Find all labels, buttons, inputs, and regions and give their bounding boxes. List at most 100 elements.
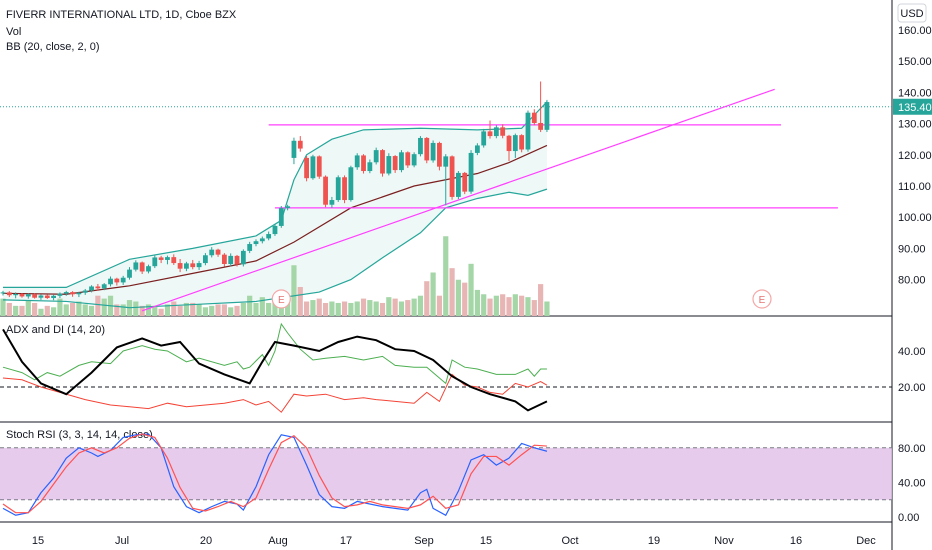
price-axis-label: 100.00 <box>898 212 932 224</box>
volume-bar <box>152 305 158 316</box>
candle-body <box>278 208 284 226</box>
adx-line <box>2 328 548 412</box>
candle-body <box>228 255 234 264</box>
volume-bar <box>297 287 303 316</box>
stoch-axis-label: 40.00 <box>898 477 926 489</box>
adx-axis-label: 20.00 <box>898 382 926 394</box>
indicator-lines <box>2 322 548 517</box>
candle-body <box>6 292 12 296</box>
candle-body <box>512 135 518 152</box>
price-axis-label: 80.00 <box>898 275 926 287</box>
candle-body <box>114 278 120 283</box>
volume-bar <box>367 300 373 316</box>
candle-body <box>544 102 550 130</box>
volume-bar <box>234 305 240 316</box>
volume-bar <box>538 284 544 316</box>
price-axis-label: 130.00 <box>898 119 932 131</box>
volume-bar <box>25 300 31 316</box>
candle-body <box>449 156 455 197</box>
candle-body <box>13 293 19 296</box>
volume-bar <box>341 301 348 316</box>
candle-body <box>373 150 379 163</box>
currency-button-frame <box>897 3 927 23</box>
stoch-band <box>0 447 892 500</box>
volume-bar <box>69 302 76 316</box>
candle-body <box>70 292 75 295</box>
candle-body <box>209 249 215 256</box>
adx-axis-label: 40.00 <box>898 346 926 358</box>
bollinger-bands-label: BB (20, close, 2, 0) <box>6 41 100 53</box>
volume-bar <box>13 305 19 316</box>
candle-body <box>405 152 411 166</box>
candle-body <box>418 137 423 155</box>
volume-bar <box>183 302 190 316</box>
candle-body <box>437 142 442 167</box>
candle-body <box>519 135 525 150</box>
volume-bar <box>405 300 411 316</box>
volume-bar <box>51 307 57 316</box>
volume-bar <box>398 301 405 316</box>
volume-bar <box>430 272 436 316</box>
volume-bar <box>82 304 88 316</box>
volume-bar <box>373 301 379 316</box>
stoch-panel-title: Stoch RSI (3, 3, 14, 14, close) <box>6 429 153 441</box>
volume-bar <box>468 263 474 316</box>
volume-bar <box>392 298 398 316</box>
volume-bar <box>531 300 537 316</box>
candle-body <box>44 295 50 299</box>
volume-bar <box>133 301 139 316</box>
volume-bar <box>291 265 297 316</box>
candle-body <box>203 255 208 264</box>
volume-bar <box>500 294 506 316</box>
candle-body <box>329 200 335 205</box>
candle-body <box>481 131 487 146</box>
candle-body <box>253 241 259 245</box>
candle-body <box>493 127 499 137</box>
volume-bar <box>240 302 246 316</box>
volume-bar <box>354 301 360 316</box>
volume-bar <box>462 282 468 316</box>
price-axis-label: 140.00 <box>898 87 932 99</box>
earnings-marker[interactable] <box>752 289 772 309</box>
trendlines[interactable] <box>141 88 838 312</box>
volume-bar <box>481 294 487 316</box>
candle-body <box>0 292 6 294</box>
candle-body <box>221 254 227 264</box>
candle-body <box>323 176 328 205</box>
candle-body <box>316 156 322 177</box>
volume-bar <box>348 302 354 316</box>
candle-body <box>89 286 94 291</box>
candle-body <box>304 157 309 179</box>
candle-body <box>57 293 63 296</box>
stoch-d-line <box>2 433 547 514</box>
volume-bar <box>164 304 171 316</box>
earnings-marker-label: E <box>759 295 766 306</box>
candle-body <box>152 257 158 267</box>
volume-bar <box>474 289 480 316</box>
candle-body <box>32 294 38 298</box>
candle-body <box>139 262 145 272</box>
candle-body <box>234 255 240 265</box>
volume-bar <box>544 301 550 316</box>
candle-body <box>456 172 461 197</box>
stoch-k-line <box>2 433 548 517</box>
currency-button-label: USD <box>900 8 923 20</box>
volume-bar <box>424 281 430 316</box>
candle-body <box>177 263 183 269</box>
candle-body <box>82 290 88 293</box>
currency-button[interactable]: USD <box>897 3 927 23</box>
candle-body <box>506 135 512 152</box>
candle-body <box>19 293 25 297</box>
volume-bar <box>247 295 253 316</box>
time-axis-label: 16 <box>790 535 802 547</box>
volume-bar <box>519 295 525 316</box>
earnings-marker[interactable] <box>271 289 291 309</box>
volume-bar <box>386 297 392 316</box>
bollinger-band-fill <box>3 101 547 308</box>
last-price-tag-bg <box>893 98 932 115</box>
candle-body <box>158 257 164 260</box>
stoch-axis-label: 80.00 <box>898 443 926 455</box>
volume-bar <box>145 304 152 316</box>
